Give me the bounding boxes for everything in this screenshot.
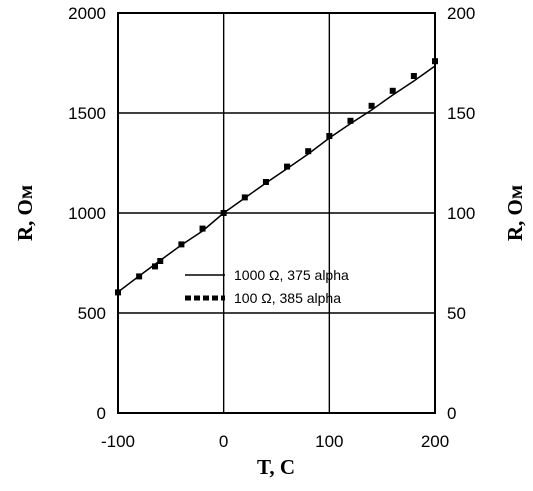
series-point-1 (157, 258, 164, 264)
legend: 1000 Ω, 375 alpha 100 Ω, 385 alpha (185, 267, 349, 306)
series-point-1 (241, 194, 248, 201)
y-tick-label-left: 1500 (68, 104, 106, 123)
x-tick-labels: -100 0 100 200 (101, 432, 449, 451)
series-point-1 (115, 289, 121, 296)
y-tick-label-right: 200 (447, 4, 475, 23)
legend-label-100-ohm: 100 Ω, 385 alpha (234, 290, 341, 306)
y-tick-labels-right: 0 50 100 150 200 (447, 4, 475, 423)
x-tick-label: 100 (315, 432, 343, 451)
y-tick-label-left: 1000 (68, 204, 106, 223)
series-point-1 (284, 163, 291, 170)
y-tick-label-left: 2000 (68, 4, 106, 23)
grid (117, 12, 436, 414)
series-point-1 (220, 210, 227, 216)
series-point-1 (178, 241, 185, 248)
y-tick-label-right: 0 (447, 404, 456, 423)
y-tick-label-right: 50 (447, 304, 466, 323)
series-layer (115, 58, 438, 296)
y-tick-label-left: 500 (78, 304, 106, 323)
series-point-1 (136, 273, 143, 280)
x-axis-title: T, C (257, 455, 295, 479)
y-axis-title-left: R, Ом (13, 185, 37, 241)
series-point-1 (199, 225, 206, 232)
series-point-1 (432, 58, 438, 65)
series-point-1 (151, 263, 158, 270)
series-point-1 (326, 133, 333, 139)
series-point-1 (389, 87, 396, 94)
x-tick-label: 0 (219, 432, 228, 451)
plot-frame (117, 12, 436, 414)
series-point-1 (410, 73, 417, 79)
series-point-1 (347, 117, 354, 124)
x-tick-label: 200 (421, 432, 449, 451)
series-point-1 (305, 148, 312, 155)
y-tick-label-right: 100 (447, 204, 475, 223)
y-tick-labels-left: 0 500 1000 1500 2000 (68, 4, 106, 423)
series-point-1 (368, 102, 375, 109)
legend-label-1000-ohm: 1000 Ω, 375 alpha (234, 267, 349, 283)
y-tick-label-left: 0 (97, 404, 106, 423)
series-point-1 (262, 179, 269, 185)
x-tick-label: -100 (101, 432, 135, 451)
y-tick-label-right: 150 (447, 104, 475, 123)
series-line-0 (117, 65, 436, 293)
y-axis-title-right: R, Ом (503, 185, 527, 241)
